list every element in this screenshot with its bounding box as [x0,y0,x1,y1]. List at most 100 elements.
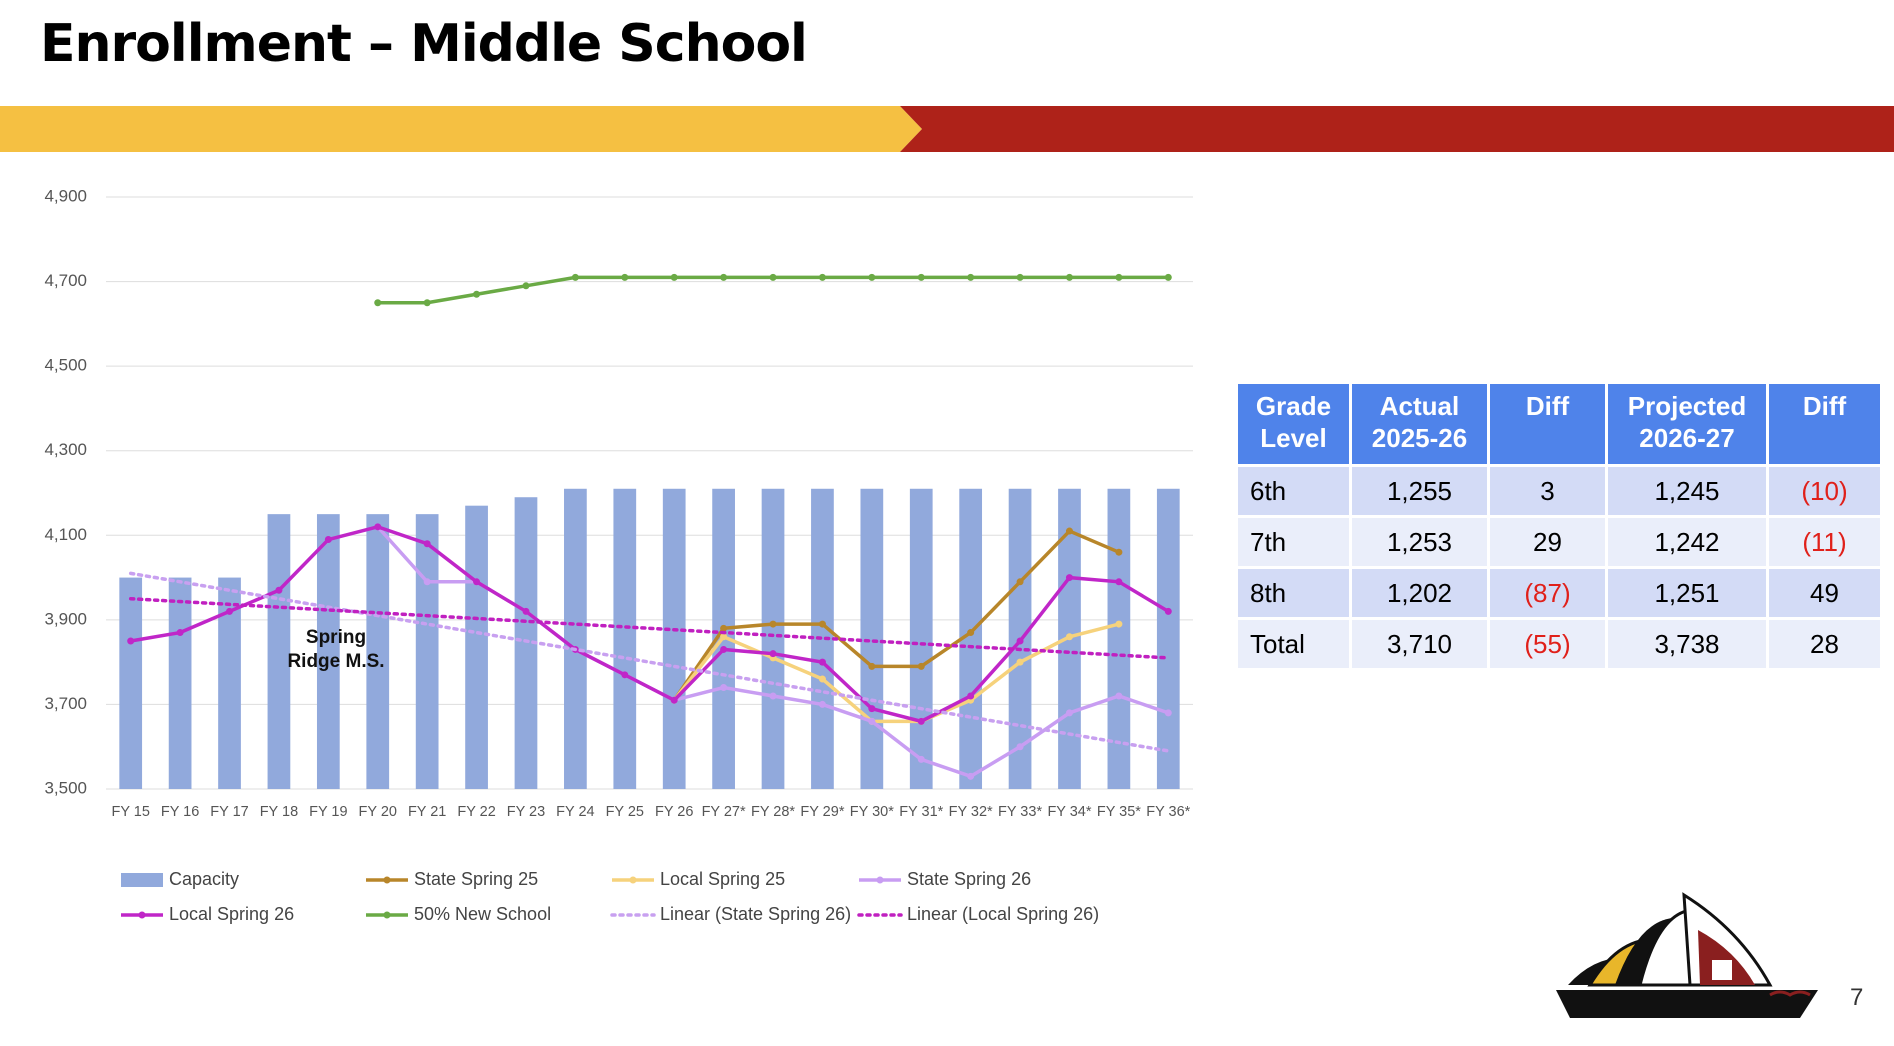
table-cell: 3,738 [1605,617,1769,671]
bar [1156,488,1180,789]
table-row: Total 3,710 (55) 3,738 28 [1235,617,1883,671]
table-cell: 29 [1487,515,1608,569]
line-marker [769,620,777,628]
line-marker [1065,709,1073,717]
x-tick-label: FY 35* [1097,804,1141,820]
x-tick-label: FY 25 [606,804,644,820]
line-marker [1016,658,1024,666]
y-tick-label: 4,100 [44,525,87,544]
table-cell: 7th [1235,515,1352,569]
bar [168,577,192,789]
y-tick-label: 4,300 [44,440,87,459]
bar [860,488,884,789]
line-marker [374,523,382,531]
line-marker [670,696,678,704]
table-cell: 3,710 [1349,617,1490,671]
line-marker [818,675,826,683]
x-tick-label: FY 17 [210,804,248,820]
line-marker [868,662,876,670]
x-tick-label: FY 36* [1146,804,1190,820]
line-marker [522,282,530,290]
line-marker [473,290,481,298]
line-marker [374,299,382,307]
line-marker [1164,607,1172,615]
table-cell: Total [1235,617,1352,671]
x-tick-label: FY 18 [260,804,298,820]
x-tick-label: FY 15 [111,804,149,820]
x-tick-label: FY 22 [457,804,495,820]
bar [761,488,785,789]
table-cell: (55) [1487,617,1608,671]
line [672,622,1120,724]
line-marker [1115,273,1123,281]
y-tick-label: 3,900 [44,609,87,628]
bar [119,577,143,789]
legend-marker [138,911,146,919]
legend-label: State Spring 25 [414,869,538,889]
line-marker [967,692,975,700]
line-marker [967,772,975,780]
x-tick-label: FY 29* [800,804,844,820]
line-marker [720,624,728,632]
y-tick-label: 4,700 [44,271,87,290]
line-marker [818,273,826,281]
line-marker [621,671,629,679]
line-marker [423,540,431,548]
line-marker [324,536,332,544]
line [672,528,1120,702]
trendline [128,596,1171,660]
line-marker [621,273,629,281]
y-tick-label: 4,500 [44,356,87,375]
line-marker [423,299,431,307]
line-marker [522,607,530,615]
line-marker [1016,273,1024,281]
x-tick-label: FY 28* [751,804,795,820]
x-tick-label: FY 32* [949,804,993,820]
legend-label: Linear (Local Spring 26) [907,904,1099,924]
banner-yellow [0,106,922,152]
x-tick-label: FY 34* [1047,804,1091,820]
y-tick-label: 3,700 [44,694,87,713]
table-cell: 49 [1766,566,1883,620]
line-marker [868,717,876,725]
line-marker [1065,633,1073,641]
bar [613,488,637,789]
header-cell: Projected 2026-27 [1605,381,1769,467]
header-cell: Actual 2025-26 [1349,381,1490,467]
y-tick-label: 3,500 [44,778,87,797]
legend-marker [876,876,884,884]
table-header: Grade Level Actual 2025-26 Diff Projected 2… [1235,381,1883,467]
line-marker [917,273,925,281]
legend-label: Local Spring 25 [660,869,785,889]
bar [909,488,933,789]
line-marker [1164,709,1172,717]
table-row: 7th 1,253 29 1,242 (11) [1235,515,1883,569]
bar [959,488,983,789]
line-marker [769,650,777,658]
legend-label: Linear (State Spring 26) [660,904,851,924]
table-cell: 1,245 [1605,464,1769,518]
annotation: Spring Ridge M.S. [287,627,385,672]
trendline [128,571,1171,753]
header-cell: Grade Level [1235,381,1352,467]
line-marker [226,607,234,615]
line-marker [818,620,826,628]
line-marker [917,662,925,670]
x-tick-label: FY 16 [161,804,199,820]
table-cell: 1,242 [1605,515,1769,569]
line-marker [818,700,826,708]
table-cell: (10) [1766,464,1883,518]
line-marker [1016,743,1024,751]
x-tick-label: FY 30* [850,804,894,820]
bar [415,514,439,789]
table-cell: 8th [1235,566,1352,620]
slide-title: Enrollment – Middle School [40,14,808,74]
line-marker [1115,578,1123,586]
header-cell: Diff [1487,381,1608,467]
legend-swatch [121,873,163,887]
line-marker [1065,574,1073,582]
line [130,525,1170,724]
x-tick-label: FY 24 [556,804,594,820]
line-marker [720,645,728,653]
